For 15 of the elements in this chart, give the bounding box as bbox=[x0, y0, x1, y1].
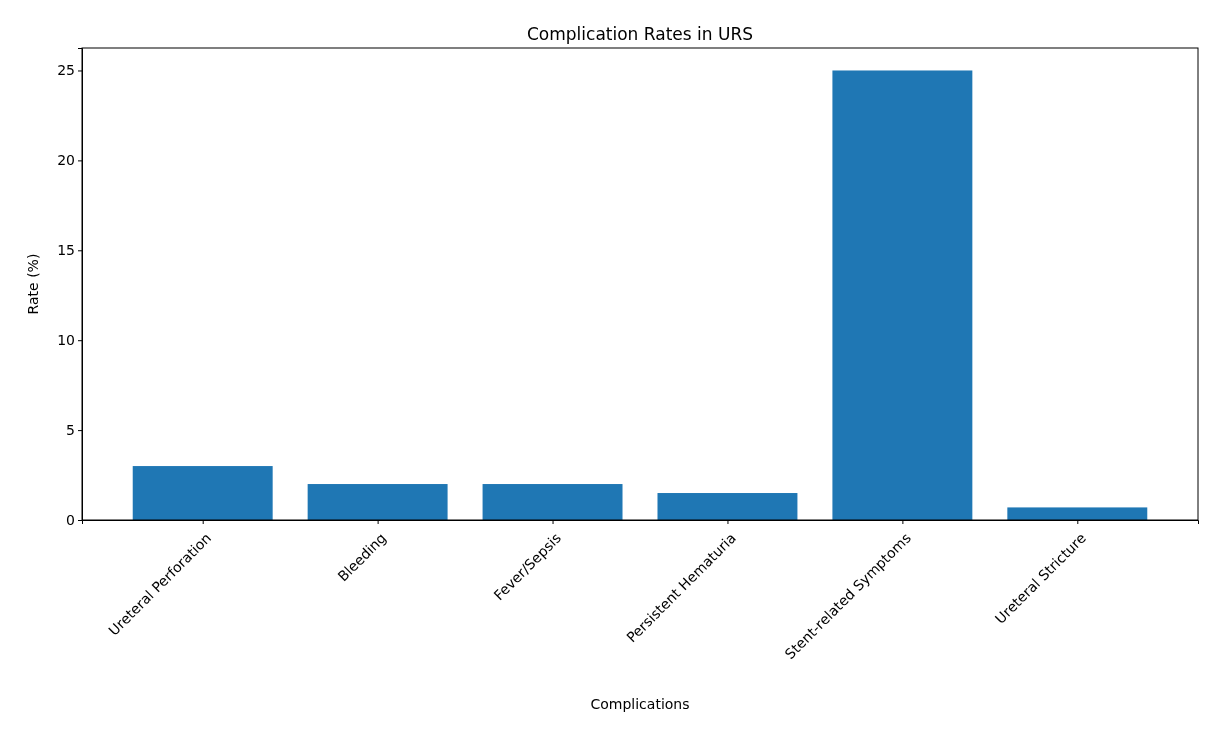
chart-title: Complication Rates in URS bbox=[527, 24, 753, 44]
y-axis-title: Rate (%) bbox=[25, 253, 41, 315]
y-tick-label: 20 bbox=[57, 152, 75, 169]
y-tick-label: 0 bbox=[66, 511, 75, 528]
bar bbox=[832, 70, 973, 520]
y-tick-label: 25 bbox=[57, 62, 75, 79]
bar bbox=[657, 493, 798, 520]
bar bbox=[482, 484, 623, 520]
y-tick-label: 15 bbox=[57, 242, 75, 259]
y-tick-label: 5 bbox=[66, 422, 75, 439]
y-tick-label: 10 bbox=[57, 332, 75, 349]
bar bbox=[307, 484, 448, 520]
x-axis-title: Complications bbox=[590, 696, 690, 712]
bar bbox=[1007, 507, 1148, 520]
bar bbox=[132, 466, 273, 520]
